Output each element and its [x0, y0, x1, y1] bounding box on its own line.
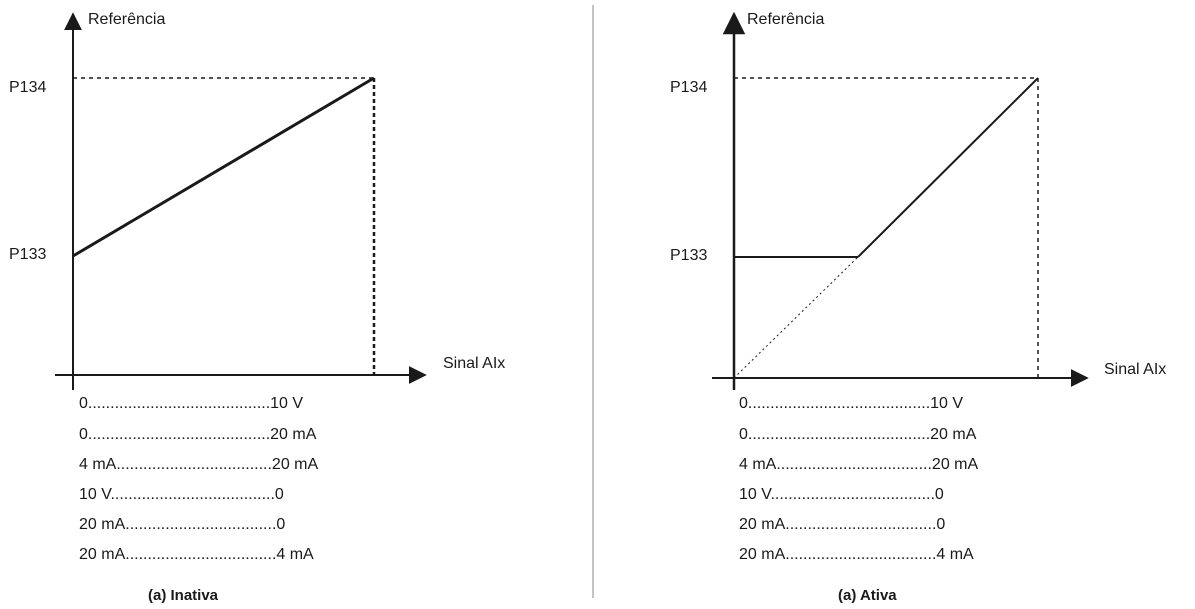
reference-line — [73, 78, 374, 256]
y-axis-label: Referência — [88, 11, 165, 28]
scale-line: 20 mA..................................0 — [739, 516, 945, 533]
p133-label: P133 — [670, 247, 707, 264]
scale-line: 20 mA..................................4… — [79, 546, 314, 563]
panel-caption: (a) Inativa — [148, 587, 219, 604]
x-axis-label: Sinal AIx — [1104, 361, 1166, 378]
x-axis-label: Sinal AIx — [443, 355, 505, 372]
panel-inativa: Referência Sinal AIx P134 P133 0........… — [9, 11, 505, 604]
scale-line: 20 mA..................................4… — [739, 546, 974, 563]
panel-caption: (a) Ativa — [838, 587, 897, 604]
p134-label: P134 — [670, 79, 707, 96]
scale-line: 10 V....................................… — [79, 486, 284, 503]
y-axis-label: Referência — [747, 11, 824, 28]
scale-line: 4 mA...................................2… — [79, 456, 319, 473]
scale-line: 4 mA...................................2… — [739, 456, 979, 473]
scale-line: 20 mA..................................0 — [79, 516, 285, 533]
scale-line: 0.......................................… — [79, 426, 317, 443]
reference-rising-segment — [858, 78, 1038, 257]
panel-ativa: Referência Sinal AIx P134 P133 0........… — [670, 11, 1166, 604]
scale-line: 0.......................................… — [739, 426, 977, 443]
zero-to-p133-dotted-line — [734, 257, 858, 378]
scale-line: 10 V....................................… — [739, 486, 944, 503]
p133-label: P133 — [9, 246, 46, 263]
scale-line: 0.......................................… — [79, 395, 303, 412]
p134-label: P134 — [9, 79, 46, 96]
scale-line: 0.......................................… — [739, 395, 963, 412]
